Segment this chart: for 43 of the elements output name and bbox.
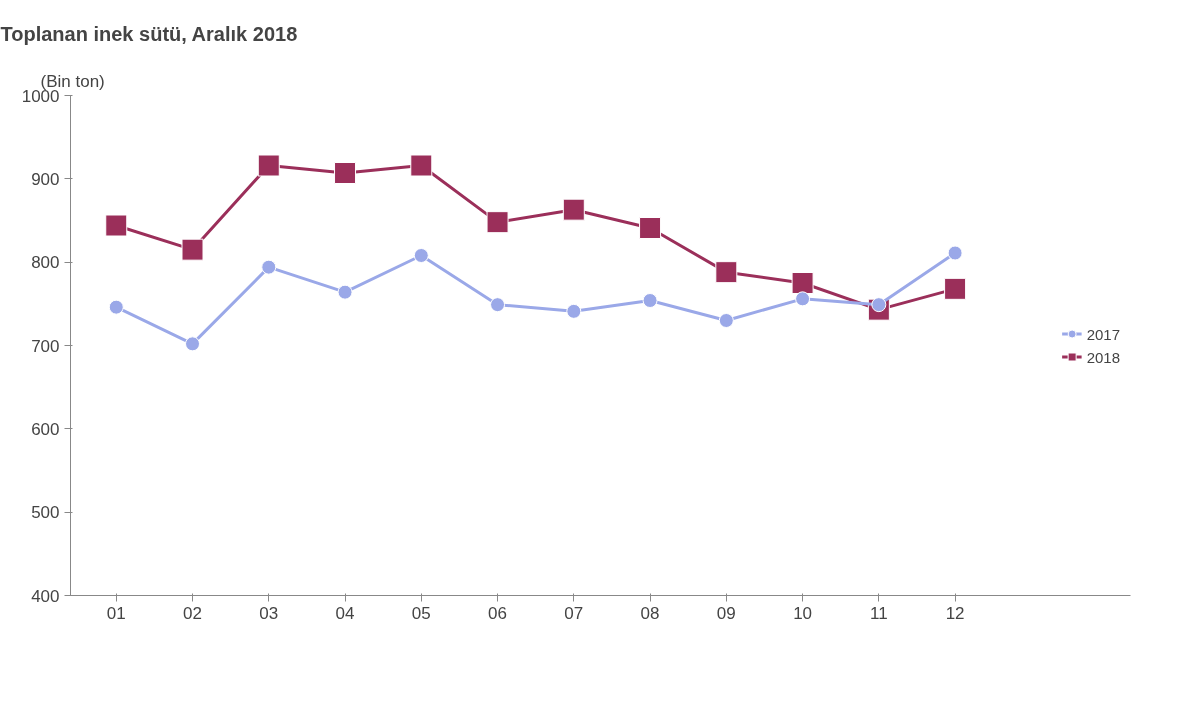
point [715, 261, 738, 284]
y-tick-label: 400 [31, 586, 60, 606]
point [947, 245, 963, 261]
x-tick-label: 02 [183, 603, 202, 623]
point [642, 293, 658, 308]
point [185, 336, 201, 352]
x-tick-label: 07 [564, 603, 584, 623]
point [562, 198, 585, 221]
point [486, 211, 509, 234]
x-tick-label: 01 [106, 603, 126, 623]
point [566, 303, 582, 319]
point [791, 272, 814, 294]
legend-label: 2017 [1086, 325, 1120, 342]
x-tick-label: 08 [640, 603, 660, 623]
chart-title: Toplanan inek sütü, Aralık 2018 [0, 22, 298, 45]
x-tick-label: 06 [488, 603, 508, 623]
legend-label: 2018 [1086, 348, 1120, 365]
x-tick-label: 11 [870, 603, 888, 623]
y-tick-label: 800 [31, 253, 60, 273]
y-tick-label: 700 [31, 336, 60, 356]
point [944, 277, 967, 300]
y-tick-label: 600 [31, 419, 60, 439]
y-tick-label: 500 [31, 503, 60, 523]
point [639, 217, 662, 239]
point [410, 154, 433, 177]
x-tick-label: 09 [716, 603, 736, 623]
x-tick-label: 12 [945, 603, 965, 623]
point [105, 214, 128, 237]
x-tick-label: 04 [335, 603, 355, 623]
point [334, 162, 357, 184]
x-tick-label: 03 [259, 603, 279, 623]
point [108, 299, 124, 315]
point [181, 238, 204, 261]
point [413, 248, 429, 263]
point [261, 259, 277, 275]
point [795, 291, 811, 307]
x-tick-label: 10 [793, 603, 813, 623]
x-tick-label: 05 [411, 603, 431, 623]
point [337, 284, 353, 300]
point [718, 313, 734, 328]
y-tick-label: 900 [31, 169, 60, 189]
point [257, 154, 280, 177]
point [490, 297, 506, 313]
